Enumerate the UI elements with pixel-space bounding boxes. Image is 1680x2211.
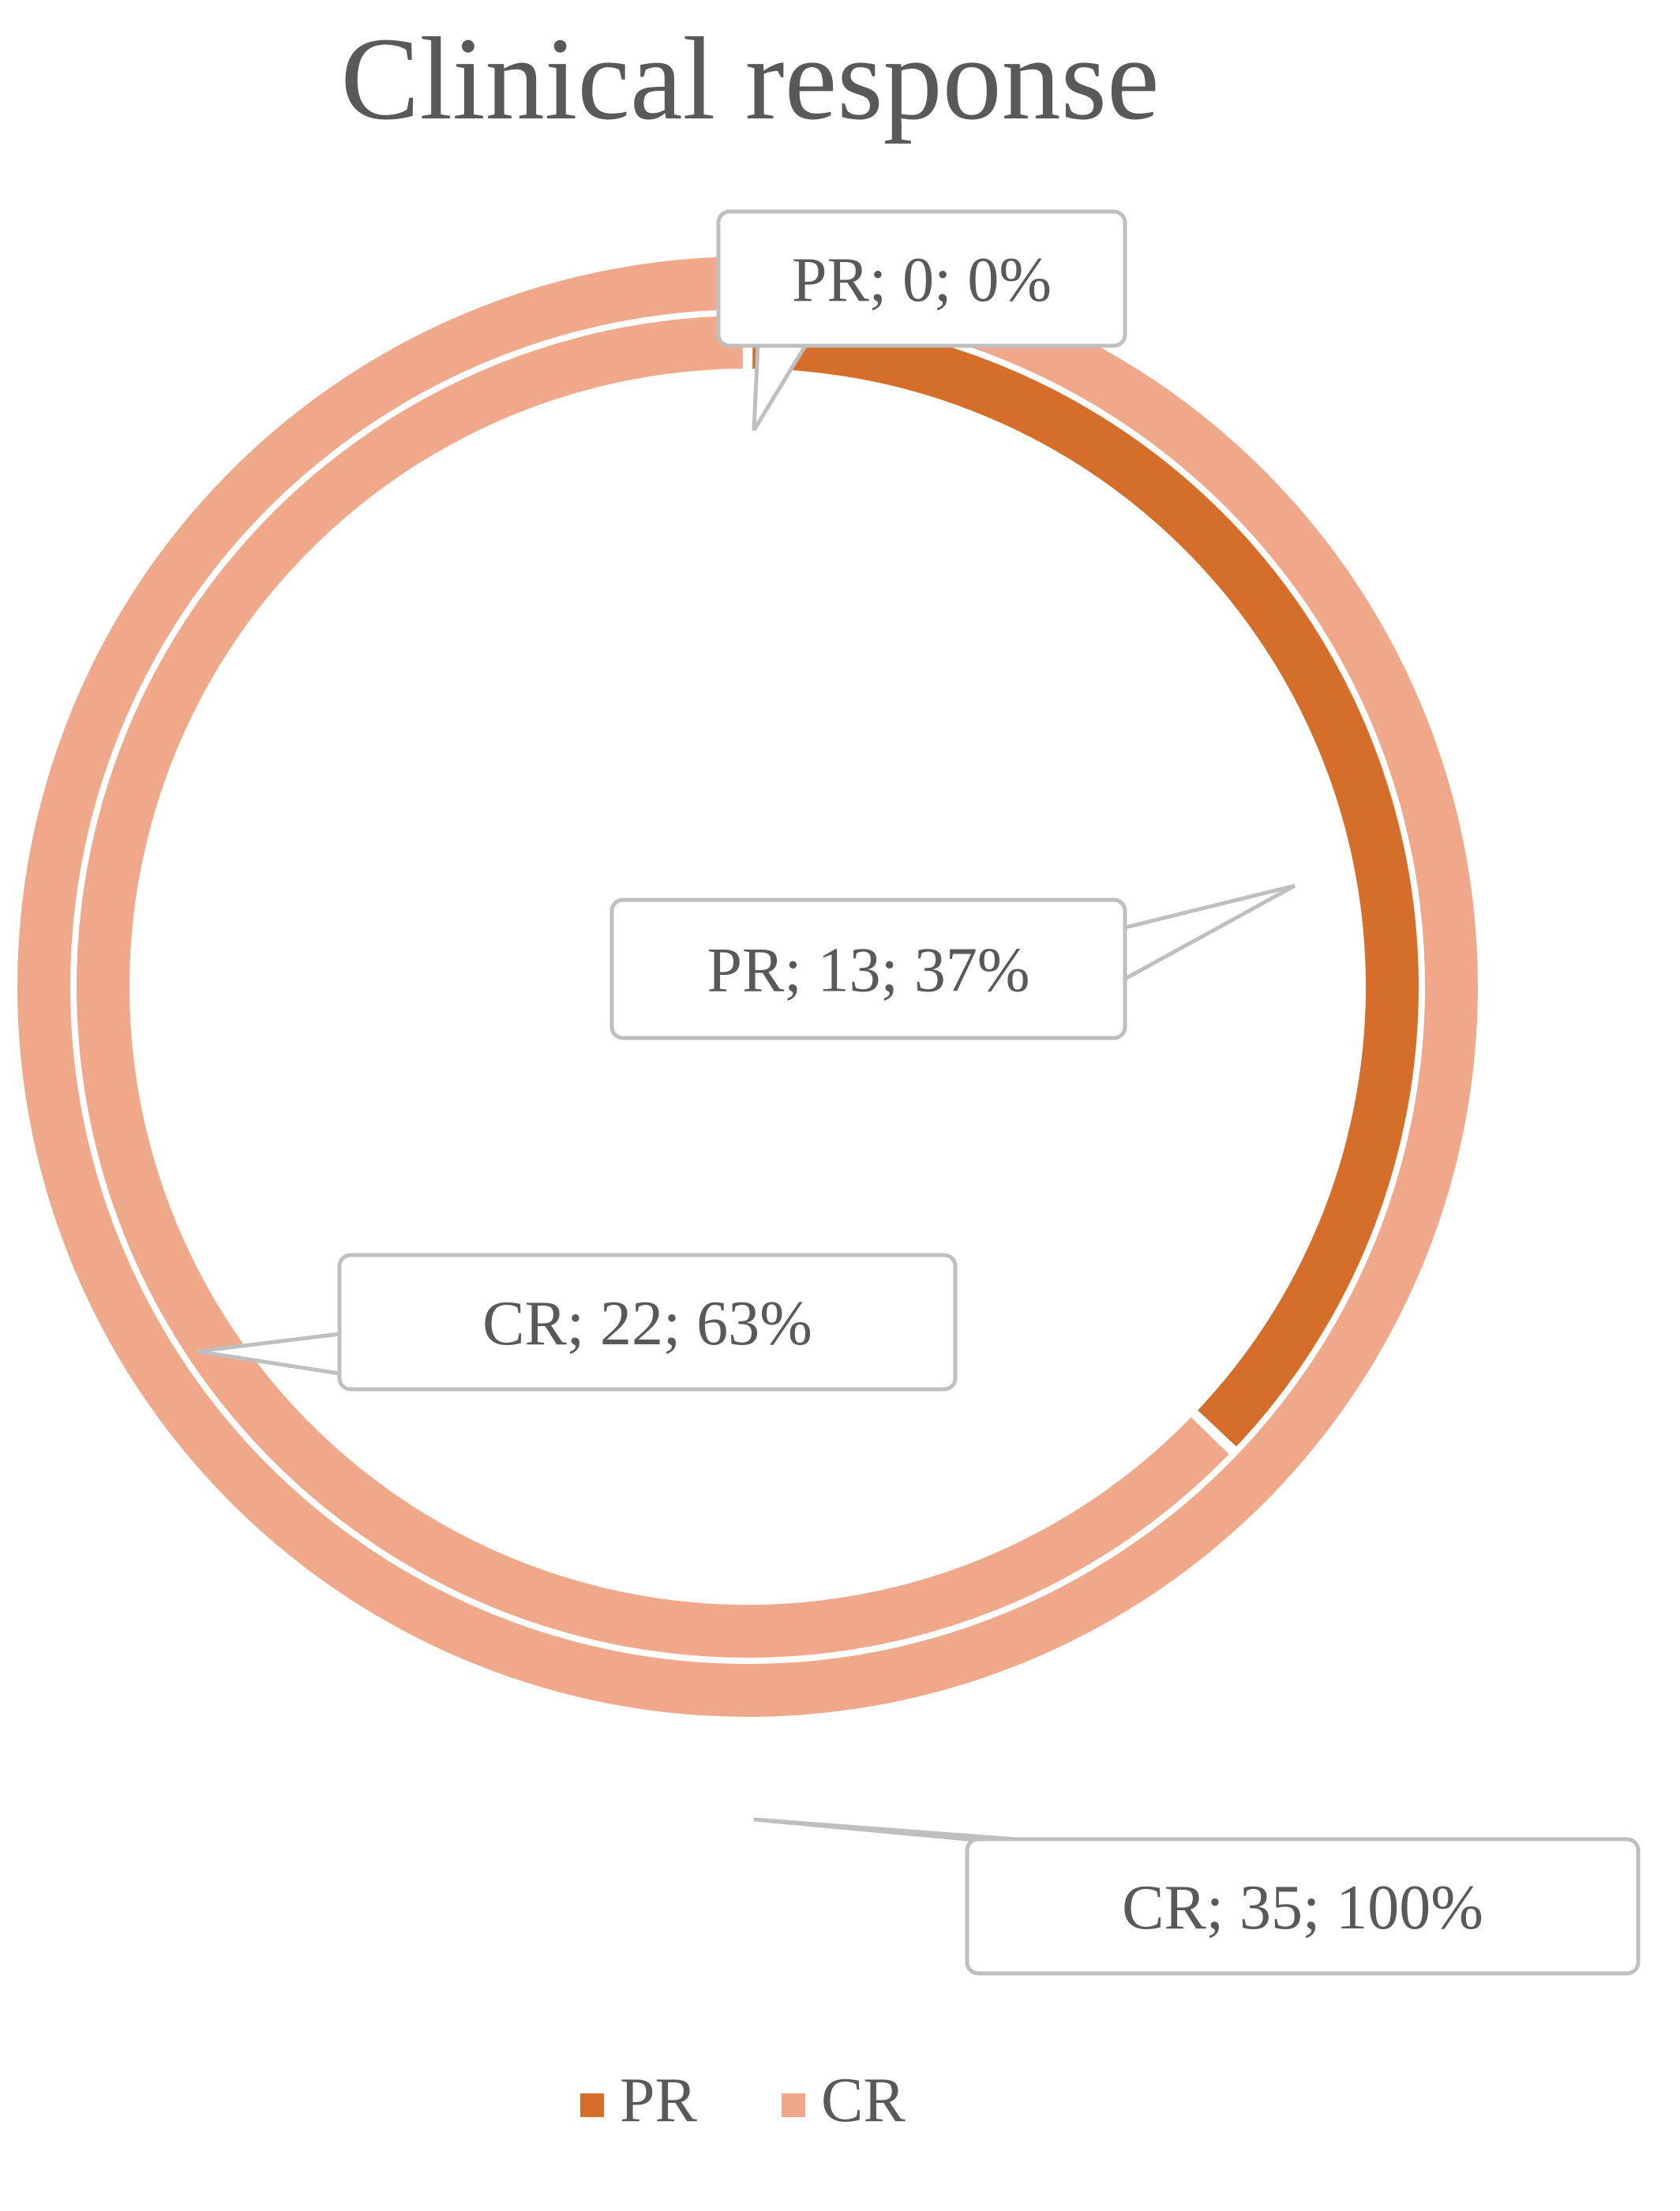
callout-box [716, 209, 1127, 348]
leader-lines [197, 343, 1296, 1842]
callout-pointer [1123, 883, 1296, 983]
callout-inner-pr: PR; 13; 37% [609, 898, 1127, 1040]
callout-box [337, 1253, 958, 1392]
callout-inner-cr: CR; 22; 63% [337, 1253, 958, 1392]
legend-label-cr: CR [821, 2066, 906, 2135]
callout-box [965, 1837, 1641, 1976]
callout-outer-cr: CR; 35; 100% [965, 1837, 1641, 1976]
data-label-inner-pr: PR; 13; 37% [707, 936, 1030, 1006]
legend-swatch-cr [782, 2093, 805, 2117]
data-label-outer-cr: CR; 35; 100% [1122, 1873, 1483, 1943]
inner-ring-slice-cr [76, 316, 1229, 1658]
callout-box [609, 898, 1127, 1040]
data-label-callouts: PR; 0; 0% CR; 35; 100% PR; 13; 37% CR; 22; … [337, 209, 1641, 1976]
callout-pointer [752, 343, 809, 432]
inner-ring-slice-pr [752, 316, 1419, 1447]
legend-swatch-pr [580, 2093, 604, 2117]
doughnut-rings [17, 257, 1479, 1717]
callout-pointer [753, 1817, 1015, 1842]
legend-label-pr: PR [620, 2066, 697, 2135]
data-label-outer-pr: PR; 0; 0% [792, 245, 1052, 315]
callout-outer-pr: PR; 0; 0% [716, 209, 1127, 348]
data-label-inner-cr: CR; 22; 63% [482, 1289, 812, 1358]
legend: PR CR [580, 2066, 906, 2135]
chart-title: Clinical response [340, 13, 1159, 144]
